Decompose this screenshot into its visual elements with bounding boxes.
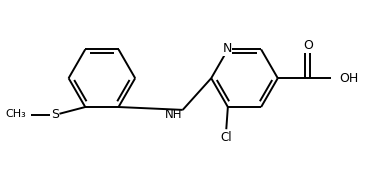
Text: NH: NH: [164, 108, 182, 121]
Text: S: S: [51, 109, 59, 121]
Text: CH₃: CH₃: [6, 109, 26, 119]
Text: OH: OH: [340, 72, 359, 85]
Text: Cl: Cl: [220, 131, 232, 144]
Text: O: O: [303, 39, 313, 52]
Text: N: N: [222, 42, 232, 55]
